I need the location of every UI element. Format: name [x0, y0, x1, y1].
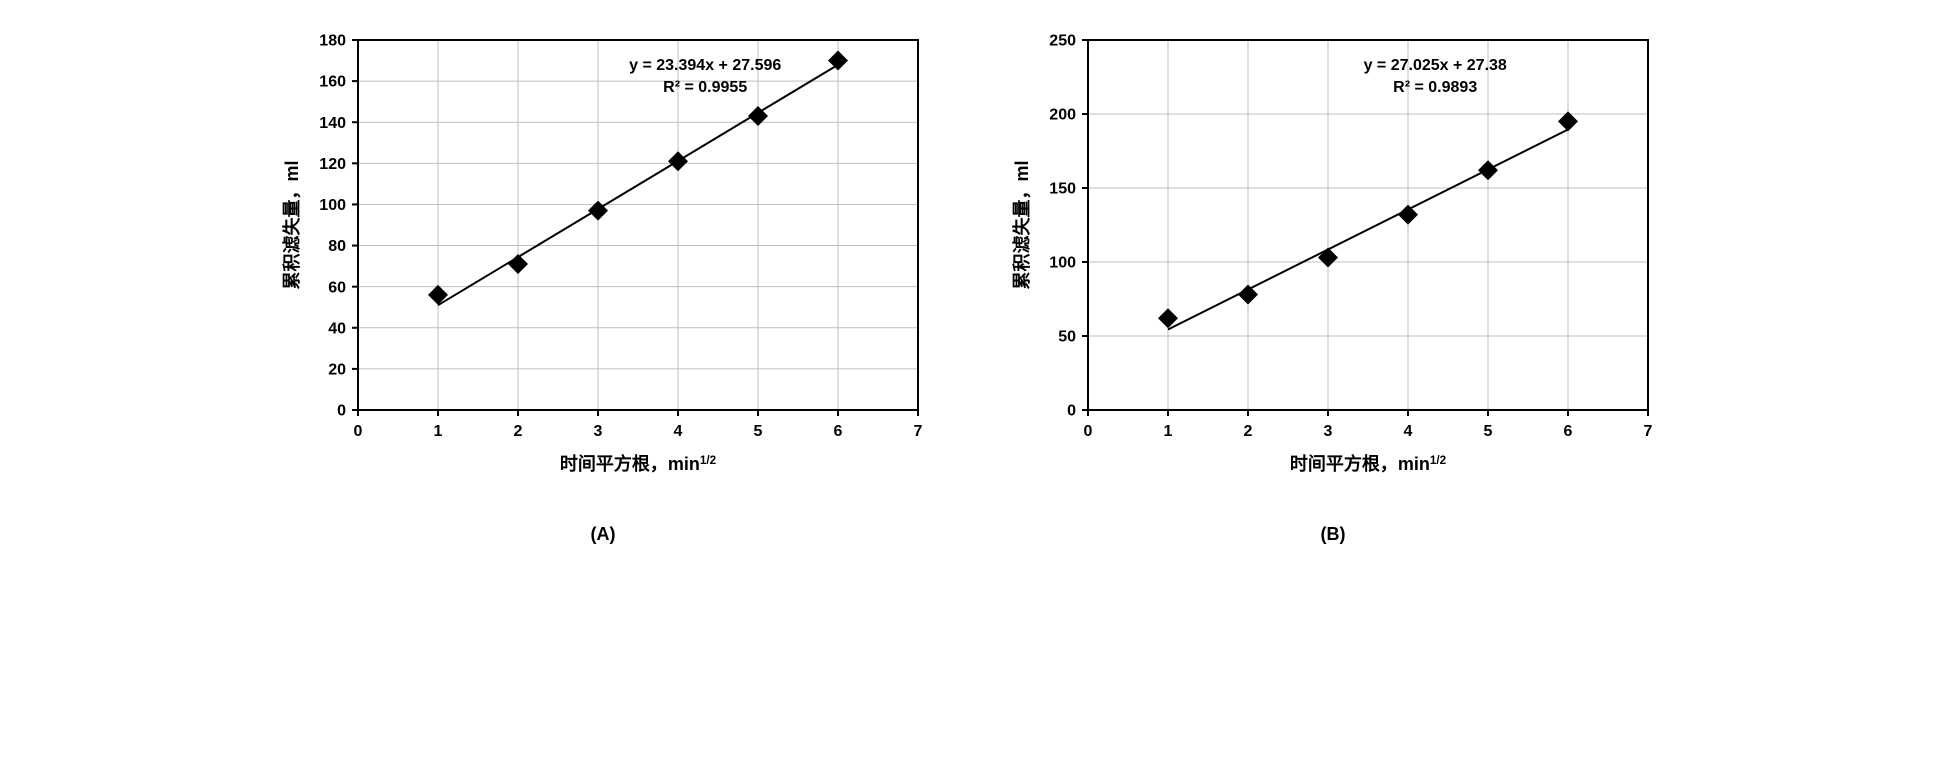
svg-text:140: 140	[319, 115, 346, 132]
panel-a-label: (A)	[591, 524, 616, 545]
svg-text:100: 100	[1049, 255, 1076, 272]
svg-text:0: 0	[337, 403, 346, 420]
chart-b-wrap: 0 1 2 3 4 5 6 7 0 50 100 150 200 250 时间平方根，min1/2 累积滤失量…	[998, 20, 1668, 500]
svg-text:180: 180	[319, 33, 346, 50]
svg-text:6: 6	[1564, 423, 1573, 440]
chart-a-svg: 0 1 2 3 4 5 6 7 0 20 40 60 80 100 120 140 160 180 时间平方根，mi…	[268, 20, 938, 500]
svg-text:3: 3	[594, 423, 603, 440]
svg-text:5: 5	[754, 423, 763, 440]
svg-text:0: 0	[1084, 423, 1093, 440]
svg-text:1: 1	[1164, 423, 1173, 440]
panel-a: 0 1 2 3 4 5 6 7 0 20 40 60 80 100 120 140 160 180 时间平方根，mi…	[268, 20, 938, 545]
svg-text:200: 200	[1049, 107, 1076, 124]
panel-b: 0 1 2 3 4 5 6 7 0 50 100 150 200 250 时间平方根，min1/2 累积滤失量…	[998, 20, 1668, 545]
svg-text:40: 40	[328, 320, 346, 337]
svg-text:0: 0	[354, 423, 363, 440]
svg-text:6: 6	[834, 423, 843, 440]
svg-text:80: 80	[328, 238, 346, 255]
svg-text:R² = 0.9955: R² = 0.9955	[663, 79, 747, 96]
chart-a-wrap: 0 1 2 3 4 5 6 7 0 20 40 60 80 100 120 140 160 180 时间平方根，mi…	[268, 20, 938, 500]
svg-text:时间平方根，min1/2: 时间平方根，min1/2	[1290, 453, 1447, 474]
svg-text:250: 250	[1049, 33, 1076, 50]
svg-text:2: 2	[1244, 423, 1253, 440]
svg-text:时间平方根，min1/2: 时间平方根，min1/2	[560, 453, 717, 474]
svg-text:50: 50	[1058, 329, 1076, 346]
svg-text:60: 60	[328, 279, 346, 296]
svg-text:1: 1	[434, 423, 443, 440]
chart-b-svg: 0 1 2 3 4 5 6 7 0 50 100 150 200 250 时间平方根，min1/2 累积滤失量…	[998, 20, 1668, 500]
svg-text:160: 160	[319, 74, 346, 91]
svg-text:R² = 0.9893: R² = 0.9893	[1393, 79, 1477, 96]
svg-text:7: 7	[1644, 423, 1653, 440]
svg-text:3: 3	[1324, 423, 1333, 440]
svg-text:150: 150	[1049, 181, 1076, 198]
svg-text:累积滤失量，ml: 累积滤失量，ml	[281, 160, 302, 289]
svg-text:y = 27.025x + 27.38: y = 27.025x + 27.38	[1364, 57, 1507, 74]
svg-text:100: 100	[319, 197, 346, 214]
svg-text:0: 0	[1067, 403, 1076, 420]
svg-text:4: 4	[1404, 423, 1413, 440]
svg-text:120: 120	[319, 156, 346, 173]
svg-text:y = 23.394x + 27.596: y = 23.394x + 27.596	[629, 57, 781, 74]
svg-text:7: 7	[914, 423, 923, 440]
svg-text:累积滤失量，ml: 累积滤失量，ml	[1011, 160, 1032, 289]
svg-text:4: 4	[674, 423, 683, 440]
svg-text:20: 20	[328, 361, 346, 378]
svg-text:2: 2	[514, 423, 523, 440]
svg-text:5: 5	[1484, 423, 1493, 440]
panel-b-label: (B)	[1321, 524, 1346, 545]
